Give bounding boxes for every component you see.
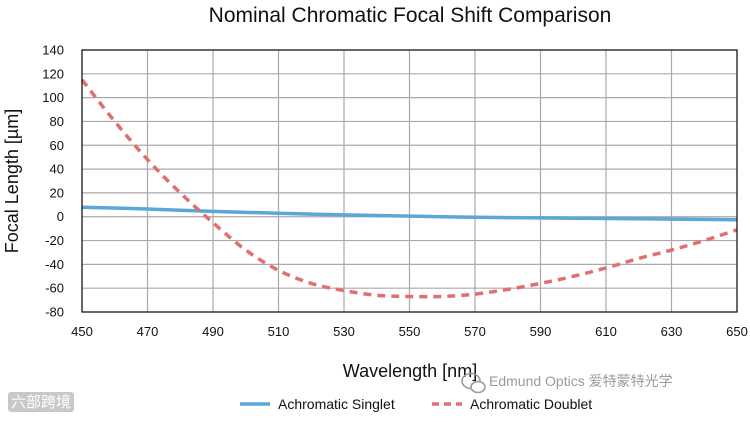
watermark-left: 六部跨境 (8, 392, 74, 412)
series-line-achromatic-doublet (80, 78, 738, 299)
watermark-logo-text: 六部跨境 (11, 393, 71, 411)
y-tick-label-120: 120 (42, 66, 64, 81)
legend-label-achromatic-doublet: Achromatic Doublet (470, 396, 592, 412)
y-tick-label--40: -40 (45, 257, 64, 272)
wechat-icon (461, 372, 486, 394)
y-tick-label--60: -60 (45, 281, 64, 296)
x-tick-label-630: 630 (661, 324, 683, 339)
legend: Achromatic Singlet Achromatic Doublet (240, 396, 592, 412)
watermark-logo-box (8, 392, 74, 412)
y-tick-label--20: -20 (45, 233, 64, 248)
x-tick-label-490: 490 (202, 324, 224, 339)
chart-title: Nominal Chromatic Focal Shift Comparison (209, 4, 612, 27)
x-tick-label-650: 650 (726, 324, 748, 339)
x-tick-label-470: 470 (137, 324, 159, 339)
legend-label-achromatic-singlet: Achromatic Singlet (278, 396, 395, 412)
y-tick-label-140: 140 (42, 43, 64, 58)
x-tick-label-510: 510 (268, 324, 290, 339)
x-tick-label-610: 610 (595, 324, 617, 339)
series-lines (80, 78, 738, 299)
y-tick-label-60: 60 (50, 138, 64, 153)
x-axis-title: Wavelength [nm] (343, 361, 477, 381)
y-axis-title: Focal Length [µm] (2, 109, 22, 253)
x-tick-label-450: 450 (71, 324, 93, 339)
x-tick-label-590: 590 (530, 324, 552, 339)
tick-labels: 450 470 490 510 530 550 570 590 610 630 650 140 120 1… (42, 43, 748, 340)
grid-lines (81, 49, 738, 313)
y-tick-label--80: -80 (45, 305, 64, 320)
y-tick-label-20: 20 (50, 185, 64, 200)
x-tick-label-570: 570 (464, 324, 486, 339)
x-tick-label-530: 530 (333, 324, 355, 339)
y-tick-label-40: 40 (50, 162, 64, 177)
watermark-right-text: Edmund Optics 爱特蒙特光学 (489, 373, 673, 389)
x-tick-label-550: 550 (399, 324, 421, 339)
y-tick-label-100: 100 (42, 90, 64, 105)
y-tick-label-0: 0 (57, 209, 64, 224)
series-line-achromatic-singlet (81, 205, 738, 222)
watermark-right: Edmund Optics 爱特蒙特光学 (461, 372, 673, 394)
y-tick-label-80: 80 (50, 114, 64, 129)
plot-frame (81, 49, 738, 313)
